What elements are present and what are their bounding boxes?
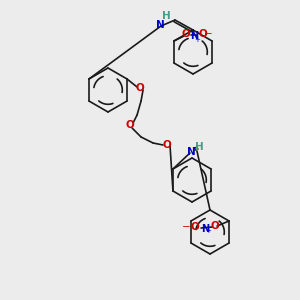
Text: N: N xyxy=(201,224,209,234)
Text: N: N xyxy=(190,31,198,41)
Text: N: N xyxy=(187,147,195,157)
Text: O: O xyxy=(199,29,207,39)
Text: H: H xyxy=(162,11,170,21)
Text: O: O xyxy=(136,83,144,93)
Text: O: O xyxy=(163,140,171,150)
Text: +: + xyxy=(194,37,200,43)
Text: O: O xyxy=(126,120,134,130)
Text: H: H xyxy=(195,142,203,152)
Text: O: O xyxy=(191,222,200,232)
Text: N: N xyxy=(156,20,164,30)
Text: −: − xyxy=(182,222,191,232)
Text: O: O xyxy=(182,29,190,39)
Text: +: + xyxy=(205,228,211,234)
Text: O: O xyxy=(211,221,219,231)
Text: −: − xyxy=(204,29,213,39)
